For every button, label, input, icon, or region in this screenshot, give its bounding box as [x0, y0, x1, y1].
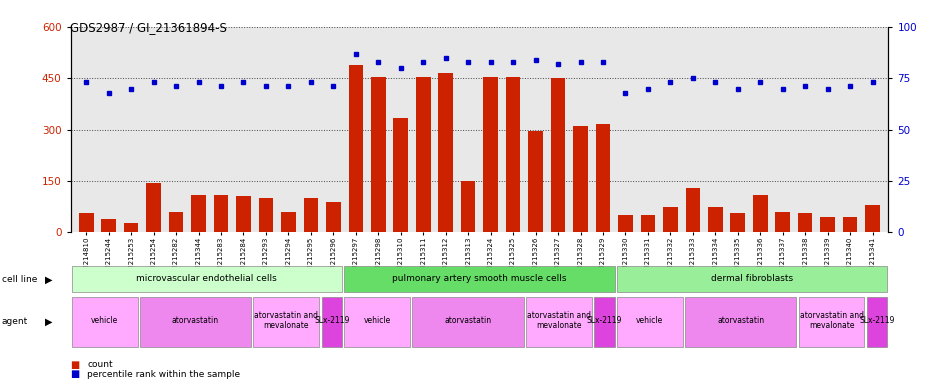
Bar	[528, 131, 543, 232]
Bar	[191, 195, 206, 232]
Bar	[140, 296, 251, 347]
Text: atorvastatin: atorvastatin	[717, 316, 764, 325]
Bar	[776, 212, 790, 232]
Bar	[799, 296, 865, 347]
Bar	[344, 296, 410, 347]
Text: vehicle: vehicle	[91, 316, 118, 325]
Text: vehicle: vehicle	[364, 316, 391, 325]
Text: atorvastatin and
mevalonate: atorvastatin and mevalonate	[800, 311, 864, 330]
Text: atorvastatin and
mevalonate: atorvastatin and mevalonate	[527, 311, 591, 330]
Bar	[349, 65, 363, 232]
Bar	[169, 212, 183, 232]
Bar	[685, 296, 796, 347]
Bar	[71, 296, 137, 347]
Text: SLx-2119: SLx-2119	[587, 316, 622, 325]
Text: percentile rank within the sample: percentile rank within the sample	[87, 370, 241, 379]
Text: pulmonary artery smooth muscle cells: pulmonary artery smooth muscle cells	[392, 274, 567, 283]
Text: atorvastatin: atorvastatin	[172, 316, 219, 325]
Bar	[596, 124, 610, 232]
Bar	[526, 296, 592, 347]
Text: ▶: ▶	[45, 274, 53, 285]
Bar	[617, 266, 887, 292]
Bar	[594, 296, 615, 347]
Bar	[708, 207, 723, 232]
Bar	[685, 188, 700, 232]
Bar	[573, 126, 588, 232]
Text: SLx-2119: SLx-2119	[859, 316, 895, 325]
Text: microvascular endothelial cells: microvascular endothelial cells	[136, 274, 277, 283]
Bar	[619, 215, 633, 232]
Text: SLx-2119: SLx-2119	[314, 316, 350, 325]
Text: vehicle: vehicle	[636, 316, 664, 325]
Text: atorvastatin and
mevalonate: atorvastatin and mevalonate	[255, 311, 319, 330]
Bar	[843, 217, 857, 232]
Bar	[371, 76, 385, 232]
Text: atorvastatin: atorvastatin	[445, 316, 492, 325]
Bar	[254, 296, 320, 347]
Bar	[321, 296, 342, 347]
Text: GDS2987 / GI_21361894-S: GDS2987 / GI_21361894-S	[70, 21, 227, 34]
Text: ▶: ▶	[45, 316, 53, 327]
Bar	[798, 214, 812, 232]
Bar	[551, 78, 565, 232]
Text: cell line: cell line	[2, 275, 38, 284]
Bar	[281, 212, 296, 232]
Bar	[124, 223, 138, 232]
Bar	[617, 296, 682, 347]
Bar	[866, 205, 880, 232]
Bar	[821, 217, 835, 232]
Bar	[415, 76, 431, 232]
Bar	[147, 183, 161, 232]
Bar	[213, 195, 228, 232]
Bar	[304, 198, 319, 232]
Bar	[640, 215, 655, 232]
Text: agent: agent	[2, 317, 28, 326]
Text: ■: ■	[70, 360, 80, 370]
Bar	[236, 196, 251, 232]
Bar	[79, 214, 93, 232]
Bar	[344, 266, 615, 292]
Bar	[438, 73, 453, 232]
Bar	[102, 219, 116, 232]
Text: ■: ■	[70, 369, 80, 379]
Bar	[461, 181, 476, 232]
Bar	[394, 118, 408, 232]
Text: dermal fibroblasts: dermal fibroblasts	[711, 274, 793, 283]
Text: count: count	[87, 360, 113, 369]
Bar	[413, 296, 524, 347]
Bar	[730, 214, 745, 232]
Bar	[753, 195, 768, 232]
Bar	[663, 207, 678, 232]
Bar	[506, 76, 521, 232]
Bar	[483, 76, 498, 232]
Bar	[326, 202, 340, 232]
Bar	[867, 296, 887, 347]
Bar	[71, 266, 342, 292]
Bar	[258, 198, 274, 232]
